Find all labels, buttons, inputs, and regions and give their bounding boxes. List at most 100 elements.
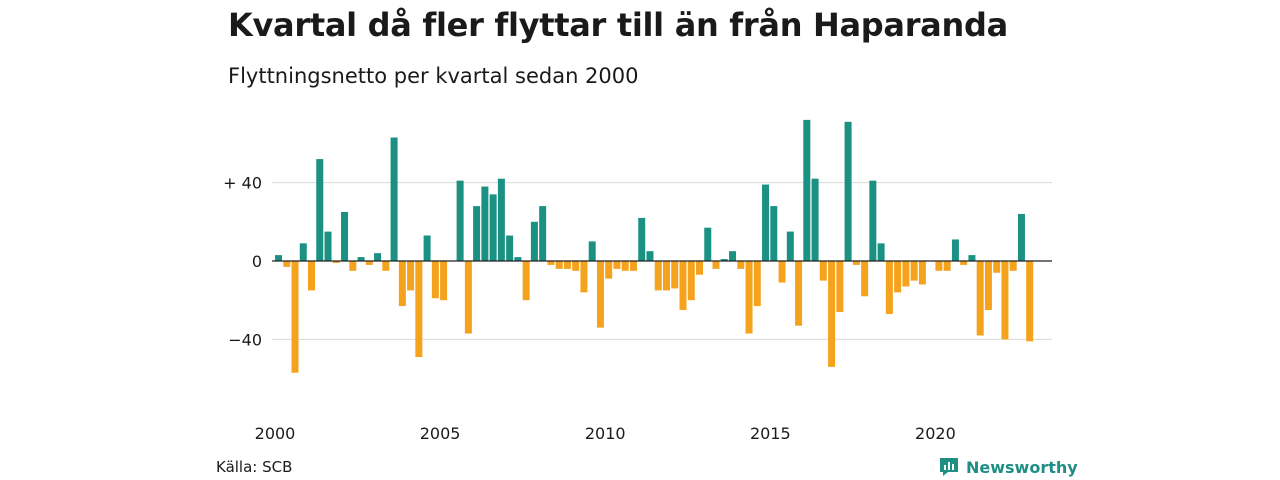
bar (762, 184, 770, 261)
bar (407, 261, 415, 291)
bar (440, 261, 448, 301)
bar (696, 261, 704, 275)
bar (308, 261, 316, 291)
x-tick-label: 2015 (750, 424, 791, 443)
bar (795, 261, 803, 326)
bar (374, 253, 382, 261)
bar (679, 261, 687, 310)
bar (951, 239, 959, 261)
bar (605, 261, 613, 279)
bar (390, 137, 398, 261)
bar (275, 255, 282, 261)
bar (506, 235, 514, 261)
x-tick-label: 2010 (585, 424, 626, 443)
bar (836, 261, 844, 312)
bar (729, 251, 737, 261)
chart-subtitle: Flyttningsnetto per kvartal sedan 2000 (228, 64, 639, 88)
bar (365, 261, 373, 265)
bar (596, 261, 604, 328)
bar (324, 231, 332, 261)
bar (968, 255, 976, 261)
bar (588, 241, 596, 261)
bar (283, 261, 291, 267)
bar (671, 261, 679, 289)
bar (902, 261, 910, 287)
bar (555, 261, 563, 269)
bar (332, 261, 340, 263)
bar (877, 243, 885, 261)
bar (530, 221, 538, 261)
bar (539, 206, 547, 261)
bar (819, 261, 827, 281)
bar (770, 206, 778, 261)
bar (299, 243, 307, 261)
x-tick-label: 2000 (255, 424, 296, 443)
bar (753, 261, 761, 307)
bar (415, 261, 423, 358)
bar (621, 261, 629, 271)
bar (349, 261, 357, 271)
bar (745, 261, 753, 334)
bar (341, 212, 349, 261)
bar (869, 180, 877, 261)
chart-title: Kvartal då fler flyttar till än från Hap… (228, 6, 1008, 44)
bar (514, 257, 522, 261)
bar (646, 251, 654, 261)
bar (572, 261, 580, 271)
bar (654, 261, 662, 291)
bar (894, 261, 902, 293)
bar (464, 261, 472, 334)
bar (357, 257, 365, 261)
bar (423, 235, 431, 261)
newsworthy-logo-icon (940, 458, 958, 476)
bars (272, 119, 1052, 373)
bar (629, 261, 637, 271)
bar (291, 261, 299, 373)
bar (456, 180, 464, 261)
bar (704, 227, 712, 261)
bar (398, 261, 406, 307)
y-tick-label: −40 (228, 330, 262, 349)
bar (935, 261, 943, 271)
brand-name: Newsworthy (966, 457, 1078, 477)
bar (489, 194, 497, 261)
bar (976, 261, 984, 336)
bar (1001, 261, 1009, 340)
bar (473, 206, 481, 261)
bar (803, 119, 811, 261)
bar (497, 178, 505, 261)
bar (638, 217, 646, 261)
bar (778, 261, 786, 283)
y-tick-label: + 40 (223, 174, 262, 193)
bar (844, 121, 852, 261)
bar (943, 261, 951, 271)
bar (885, 261, 893, 314)
bar (720, 259, 728, 261)
bar (811, 178, 819, 261)
bar (431, 261, 439, 299)
bar (522, 261, 530, 301)
bar (737, 261, 745, 269)
bar (382, 261, 390, 271)
bar (687, 261, 695, 301)
bar (960, 261, 968, 265)
bar (1026, 261, 1034, 342)
grid-lines (272, 182, 1052, 340)
bar (613, 261, 621, 269)
bar (563, 261, 571, 269)
bar (993, 261, 1001, 273)
bar (1009, 261, 1017, 271)
bar (481, 186, 489, 261)
bar (712, 261, 720, 269)
bar (861, 261, 869, 297)
bar (786, 231, 794, 261)
brand-logo[interactable]: Newsworthy (938, 456, 1078, 478)
y-tick-label: 0 (252, 252, 262, 271)
bar (910, 261, 918, 281)
bar (547, 261, 555, 265)
source-note: Källa: SCB (216, 458, 293, 476)
x-tick-label: 2005 (420, 424, 461, 443)
bar (580, 261, 588, 293)
x-tick-label: 2020 (915, 424, 956, 443)
